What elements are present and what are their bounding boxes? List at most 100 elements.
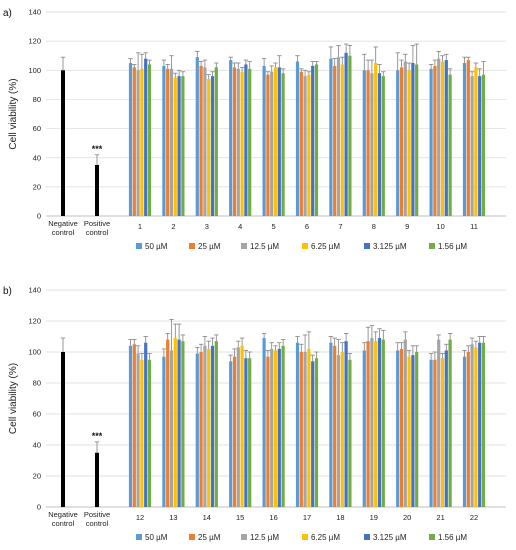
data-bar xyxy=(166,68,170,216)
legend: 50 µM 25 µM 12.5 µM 6.25 µM 3.125 µM 1.56 µM xyxy=(136,533,467,542)
data-bar xyxy=(147,359,152,507)
control-bar xyxy=(61,352,65,507)
data-bar xyxy=(462,356,467,507)
data-bar xyxy=(203,67,207,216)
data-bar xyxy=(374,63,378,216)
legend-item: 25 µM xyxy=(189,533,221,542)
x-tick-label: 21 xyxy=(436,513,444,522)
legend-swatch xyxy=(429,534,435,540)
data-bar xyxy=(140,68,144,216)
data-bar xyxy=(474,67,478,216)
legend-label: 50 µM xyxy=(145,533,168,542)
data-bar xyxy=(370,338,374,507)
y-tick-label: 60 xyxy=(33,124,41,133)
data-bar xyxy=(266,74,270,217)
data-bar xyxy=(177,76,181,216)
data-bar xyxy=(336,57,341,216)
data-bar xyxy=(270,348,274,507)
y-tick-label: 20 xyxy=(33,472,41,481)
data-bar xyxy=(314,64,319,216)
category-group: 17 xyxy=(295,331,319,522)
legend-label: 3.125 µM xyxy=(373,242,407,251)
data-bar xyxy=(366,70,370,217)
data-bar xyxy=(262,65,266,217)
data-bar xyxy=(333,65,337,217)
data-bar xyxy=(329,58,333,216)
data-bar xyxy=(281,73,285,216)
y-tick-label: 120 xyxy=(28,317,41,326)
x-tick-label: 22 xyxy=(470,513,478,522)
x-tick-label: 20 xyxy=(403,513,411,522)
x-tick-label: 5 xyxy=(272,222,276,231)
data-bar xyxy=(281,345,285,507)
legend-label: 3.125 µM xyxy=(373,533,407,542)
data-bar xyxy=(478,76,482,216)
data-bar xyxy=(199,352,203,507)
data-bar xyxy=(314,358,319,507)
data-bar xyxy=(478,342,482,507)
category-group: 21 xyxy=(428,332,453,522)
data-bar xyxy=(403,339,407,507)
data-bar xyxy=(396,350,400,507)
control-x-label: Negative xyxy=(48,219,78,228)
legend-label: 6.25 µM xyxy=(311,242,340,251)
data-bar xyxy=(433,65,437,217)
y-axis-label: Cell viability (%) xyxy=(8,363,19,434)
significance-label: *** xyxy=(92,144,103,154)
y-tick-label: 0 xyxy=(37,503,41,512)
legend-label: 25 µM xyxy=(198,242,221,251)
chart-panel-b: b) 0 20 40 60 80 100 120 140 Cell viability (%) Ne… xyxy=(3,286,506,542)
control-bar xyxy=(61,70,65,217)
data-bar xyxy=(344,52,348,216)
data-bar xyxy=(344,341,348,507)
data-bar xyxy=(210,76,215,216)
data-bar xyxy=(311,361,315,507)
x-tick-label: 19 xyxy=(370,513,378,522)
data-bar xyxy=(166,339,170,507)
data-bar xyxy=(381,76,385,216)
legend-swatch xyxy=(364,534,370,540)
significance-label: *** xyxy=(92,431,103,441)
x-tick-label: 6 xyxy=(305,222,309,231)
data-bar xyxy=(481,342,486,507)
y-tick-label: 100 xyxy=(28,66,41,75)
y-tick-label: 100 xyxy=(28,348,41,357)
data-bar xyxy=(374,341,378,507)
control-x-label: control xyxy=(86,228,109,237)
data-bar xyxy=(277,67,281,216)
legend-item: 50 µM xyxy=(136,533,168,542)
data-bar xyxy=(470,76,474,216)
control-x-label: control xyxy=(86,519,109,528)
data-bar xyxy=(248,358,252,507)
data-bar xyxy=(299,352,303,507)
x-tick-label: 14 xyxy=(203,513,211,522)
data-bar xyxy=(136,353,140,507)
x-tick-label: 16 xyxy=(269,513,277,522)
data-bar xyxy=(303,352,307,507)
data-bar xyxy=(210,345,215,507)
legend-item: 3.125 µM xyxy=(364,242,407,251)
data-bar xyxy=(336,355,341,507)
category-group: 11 xyxy=(462,56,486,231)
data-bar xyxy=(144,58,148,216)
y-tick-label: 40 xyxy=(33,441,41,450)
x-tick-label: 8 xyxy=(372,222,376,231)
category-group: 1 xyxy=(128,52,152,231)
data-bar xyxy=(444,350,448,507)
data-bar xyxy=(214,341,218,507)
control-bar xyxy=(95,165,99,216)
data-bar xyxy=(177,339,181,507)
data-bar xyxy=(232,67,237,216)
data-bar xyxy=(396,70,400,217)
y-tick-label: 40 xyxy=(33,153,41,162)
category-group: 20 xyxy=(395,331,419,522)
data-bar xyxy=(229,60,233,217)
legend-item: 1.56 µM xyxy=(429,242,467,251)
x-tick-label: 2 xyxy=(171,222,175,231)
legend-swatch xyxy=(241,243,247,249)
legend: 50 µM 25 µM 12.5 µM 6.25 µM 3.125 µM 1.56 µM xyxy=(136,242,467,251)
data-bar xyxy=(162,356,166,507)
data-bar xyxy=(348,55,352,216)
category-group: 15 xyxy=(228,337,252,522)
